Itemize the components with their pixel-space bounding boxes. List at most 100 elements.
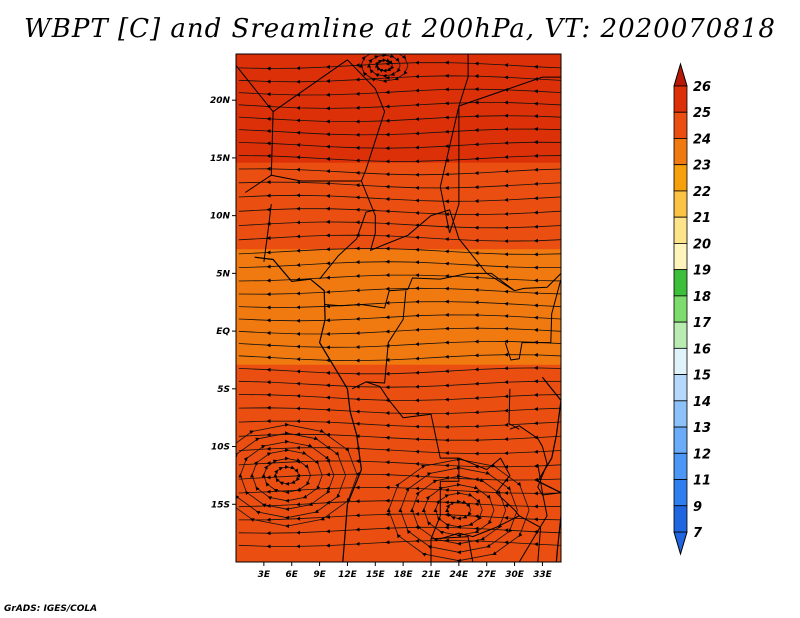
border-line bbox=[430, 536, 474, 562]
border-line bbox=[347, 59, 515, 292]
streamline bbox=[238, 206, 561, 217]
colorbar-label: 26 bbox=[693, 80, 711, 95]
vortex-streamline bbox=[386, 457, 530, 562]
colorbar-label: 15 bbox=[693, 369, 711, 384]
streamline bbox=[238, 286, 561, 297]
colorbar-swatch bbox=[673, 243, 688, 271]
colorbar-swatch bbox=[673, 426, 688, 454]
streamline bbox=[238, 312, 561, 323]
colorbar-label: 21 bbox=[693, 211, 711, 226]
lon-tick-label: 30E bbox=[505, 570, 525, 580]
border-line bbox=[449, 106, 460, 234]
lat-tick-label: 10N bbox=[210, 212, 231, 222]
lat-tick-label: 10S bbox=[211, 443, 230, 453]
border-line bbox=[518, 515, 542, 562]
colorbar-swatch bbox=[673, 479, 688, 507]
lat-tick-label: 5N bbox=[216, 269, 230, 279]
colorbar-bottom-arrow bbox=[673, 531, 688, 556]
streamline bbox=[238, 326, 561, 336]
border-line bbox=[254, 256, 363, 562]
streamline bbox=[238, 233, 561, 244]
colorbar-swatch bbox=[673, 138, 688, 166]
streamline bbox=[238, 193, 561, 204]
streamline bbox=[238, 153, 561, 164]
wbpt-field bbox=[236, 54, 561, 562]
border-line bbox=[351, 290, 407, 390]
colorbar-label: 22 bbox=[693, 185, 711, 200]
colorbar-label: 11 bbox=[693, 474, 711, 489]
colorbar-swatch bbox=[673, 216, 688, 244]
streamline bbox=[238, 392, 561, 403]
colorbar-swatch bbox=[673, 190, 688, 218]
lon-tick-label: 15E bbox=[366, 570, 386, 580]
lon-tick-label: 18E bbox=[394, 570, 414, 580]
lat-tick-label: 20N bbox=[210, 96, 231, 106]
lat-tick-label: 5S bbox=[217, 385, 230, 395]
colorbar-swatch bbox=[673, 452, 688, 480]
streamline bbox=[238, 259, 561, 270]
streamline bbox=[238, 87, 561, 98]
colorbar-swatch bbox=[673, 400, 688, 428]
streamline bbox=[238, 339, 561, 350]
colorbar-label: 18 bbox=[693, 290, 711, 305]
colorbar-label: 14 bbox=[693, 395, 711, 410]
streamline bbox=[238, 140, 561, 151]
lon-tick-label: 21E bbox=[422, 570, 442, 580]
colorbar-label: 17 bbox=[693, 316, 712, 331]
streamline bbox=[238, 299, 561, 310]
vortex-streamline bbox=[359, 54, 409, 84]
border-line bbox=[518, 463, 548, 562]
border-line bbox=[263, 204, 272, 262]
border-line bbox=[440, 457, 520, 540]
map-axes: 20N 15N 10N 5N EQ 5S 10S 15S 3E 6E 9E 12E 15E 18E 21E 2… bbox=[210, 96, 553, 580]
streamline bbox=[238, 127, 561, 137]
colorbar-label: 20 bbox=[693, 237, 711, 252]
field-band bbox=[236, 162, 561, 252]
streamline bbox=[238, 219, 561, 230]
lat-tick-label: 15N bbox=[210, 154, 231, 164]
colorbar-swatch bbox=[673, 164, 688, 192]
colorbar-swatch bbox=[673, 295, 688, 323]
colorbar-label: 13 bbox=[693, 421, 711, 436]
lat-tick-label: 15S bbox=[211, 500, 230, 510]
lon-tick-label: 12E bbox=[338, 570, 358, 580]
border-line bbox=[439, 105, 460, 234]
colorbar-label: 12 bbox=[693, 447, 711, 462]
border-line bbox=[504, 278, 561, 361]
streamline bbox=[238, 166, 561, 177]
lon-tick-label: 6E bbox=[286, 570, 299, 580]
lon-tick-label: 9E bbox=[313, 570, 326, 580]
streamline bbox=[238, 405, 561, 416]
border-line bbox=[536, 376, 561, 562]
colorbar-swatch bbox=[673, 269, 688, 297]
colorbar-swatch bbox=[673, 505, 688, 533]
border-line bbox=[508, 388, 520, 430]
colorbar-swatch bbox=[673, 111, 688, 139]
border-line bbox=[514, 273, 561, 292]
border-line bbox=[271, 174, 362, 182]
colorbar-label: 9 bbox=[693, 500, 702, 515]
colorbar-top-arrow bbox=[673, 62, 688, 87]
colorbar-label: 7 bbox=[693, 526, 703, 541]
colorbar-label: 24 bbox=[693, 132, 711, 147]
colorbar-label: 25 bbox=[693, 106, 711, 121]
border-line bbox=[324, 272, 515, 309]
colorbar-label: 16 bbox=[693, 342, 711, 357]
map-frame bbox=[235, 53, 562, 563]
lon-tick-label: 3E bbox=[258, 570, 271, 580]
chart-title: WBPT [C] and Sreamline at 200hPa, VT: 20… bbox=[24, 14, 776, 44]
colorbar-label: 19 bbox=[693, 264, 711, 279]
colorbar-swatch bbox=[673, 85, 688, 113]
colorbar-label: 23 bbox=[693, 159, 711, 174]
streamline bbox=[238, 365, 561, 376]
lon-tick-label: 27E bbox=[477, 570, 497, 580]
colorbar-swatch bbox=[673, 374, 688, 402]
colorbar-swatch bbox=[673, 321, 688, 349]
lat-tick-label: EQ bbox=[216, 327, 230, 337]
colorbar: 26 25 24 23 22 21 20 19 18 17 16 15 14 13 12 11 9 7 bbox=[673, 62, 712, 556]
streamline bbox=[238, 379, 561, 390]
border-line bbox=[458, 54, 469, 107]
border-line bbox=[458, 76, 561, 107]
streamline bbox=[238, 180, 561, 190]
